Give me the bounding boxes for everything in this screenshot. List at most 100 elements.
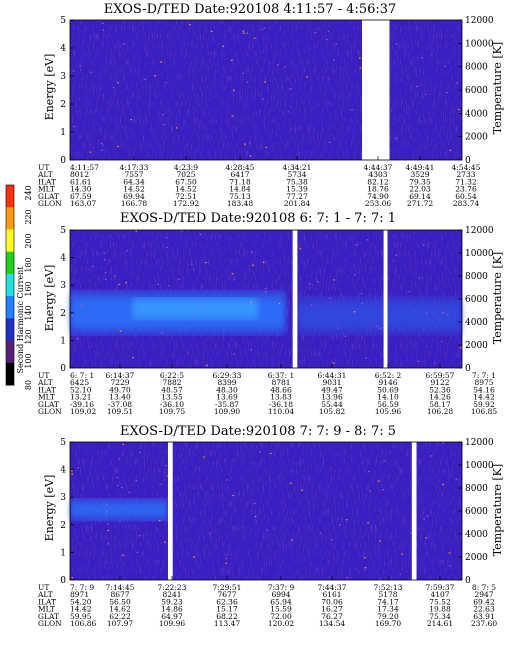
heatmap-speck — [290, 482, 292, 484]
heatmap-speck — [105, 278, 107, 280]
ephemeris-cell: 169.70 — [375, 619, 401, 628]
ephemeris-cell: 7025 — [176, 170, 195, 179]
colorbar-swatch-0 — [6, 185, 14, 208]
heatmap-speck — [401, 553, 403, 555]
y2-tick-label: 6000 — [465, 295, 488, 305]
colorbar-tick-label: 240 — [24, 185, 33, 200]
colorbar-tick-label: 100 — [24, 353, 33, 368]
heatmap-speck — [160, 61, 162, 63]
ephemeris-cell: 4:28:45 — [226, 163, 255, 172]
ephemeris-cell: 16.27 — [321, 605, 343, 614]
heatmap-speck — [135, 230, 138, 232]
heatmap-speck — [199, 233, 202, 235]
y-tick-label: 0 — [60, 364, 66, 374]
heatmap-speck — [314, 32, 317, 34]
ephemeris-cell: 67.50 — [175, 177, 197, 186]
y2-tick-label: 12000 — [465, 16, 494, 26]
data-gap — [292, 230, 298, 368]
heatmap-speck — [399, 573, 402, 575]
heatmap-speck — [421, 57, 423, 59]
heatmap-speck — [193, 556, 195, 558]
data-gap — [362, 20, 390, 160]
heatmap-speck — [446, 92, 448, 94]
ephemeris-row-label: ALT — [37, 170, 53, 179]
colorbar-swatch-5 — [6, 296, 14, 319]
ephemeris-cell: 6:52: 2 — [375, 371, 402, 380]
ephemeris-cell: 14.42 — [70, 605, 92, 614]
heatmap-speck — [70, 297, 72, 299]
y-tick-label: 0 — [60, 576, 66, 586]
heatmap-speck — [226, 479, 228, 481]
heatmap-speck — [262, 261, 265, 263]
ephemeris-cell: 14.84 — [229, 185, 251, 194]
heatmap-speck — [367, 522, 369, 524]
heatmap-speck — [366, 239, 369, 241]
ephemeris-cell: 8241 — [162, 590, 181, 599]
panel-2-title: EXOS-D/TED Date:920108 6: 7: 1 - 7: 7: 1 — [120, 211, 396, 226]
heatmap-speck — [246, 81, 249, 83]
heatmap-speck — [128, 491, 130, 493]
heatmap-speck — [116, 484, 119, 487]
ephemeris-cell: 7: 7: 1 — [472, 371, 496, 380]
y2-tick-label: 6000 — [465, 86, 488, 96]
heatmap-speck — [122, 554, 124, 556]
ephemeris-cell: 163.07 — [70, 199, 96, 208]
y-tick-label: 2 — [60, 100, 66, 110]
heatmap-speck — [107, 523, 109, 525]
heatmap-speck — [449, 149, 452, 151]
ephemeris-cell: 7:52:13 — [374, 583, 403, 592]
ephemeris-cell: 9122 — [430, 378, 449, 387]
heatmap-speck — [418, 277, 420, 279]
ephemeris-cell: 48.66 — [270, 385, 292, 394]
ephemeris-cell: 67.59 — [70, 192, 92, 201]
ephemeris-cell: 62.22 — [109, 612, 131, 621]
y-tick-label: 1 — [60, 548, 66, 558]
heatmap-speck — [395, 254, 398, 256]
ephemeris-cell: 74.90 — [367, 192, 389, 201]
ephemeris-cell: 74.17 — [377, 597, 399, 606]
y-tick-label: 0 — [60, 156, 66, 166]
ephemeris-cell: 2947 — [474, 590, 493, 599]
ephemeris-cell: 69.42 — [473, 597, 495, 606]
panel-3-title: EXOS-D/TED Date:920108 7: 7: 9 - 8: 7: 5 — [120, 424, 396, 439]
ephemeris-row-label: MLT — [38, 605, 55, 614]
ephemeris-row-label: ILAT — [38, 177, 56, 186]
ephemeris-cell: 4:54:45 — [452, 163, 481, 172]
heatmap-speck — [103, 252, 105, 254]
y2-tick-label: 10000 — [465, 39, 494, 49]
ephemeris-cell: -39.16 — [70, 400, 94, 409]
heatmap-speck — [339, 524, 341, 526]
ephemeris-row-label: GLON — [38, 199, 62, 208]
heatmap-band-right — [297, 299, 462, 333]
y-tick-label: 2 — [60, 521, 66, 531]
heatmap-speck — [122, 443, 125, 445]
heatmap-speck — [168, 285, 170, 287]
y-tick-label: 3 — [60, 72, 66, 82]
heatmap-speck — [117, 145, 119, 148]
ephemeris-cell: 4:17:33 — [120, 163, 149, 172]
ephemeris-cell: 8399 — [217, 378, 236, 387]
heatmap-speck — [107, 543, 109, 545]
ephemeris-cell: 48.30 — [216, 385, 238, 394]
ephemeris-cell: 9146 — [378, 378, 397, 387]
heatmap-speck — [231, 273, 234, 275]
ephemeris-cell: 22.63 — [473, 605, 495, 614]
ephemeris-cell: 13.83 — [270, 393, 292, 402]
colorbar-swatch-6 — [6, 318, 14, 342]
panel-3-plot — [69, 441, 464, 581]
heatmap-speck — [165, 464, 167, 467]
ephemeris-cell: 109.51 — [107, 407, 133, 416]
heatmap-speck — [264, 81, 266, 83]
ephemeris-cell: 65.94 — [270, 597, 292, 606]
ephemeris-cell: 14.10 — [377, 393, 399, 402]
ephemeris-cell: 4:34:21 — [283, 163, 312, 172]
ephemeris-row-label: GLON — [38, 407, 62, 416]
heatmap-speck — [270, 452, 272, 455]
heatmap-speck — [259, 451, 261, 453]
heatmap-speck — [76, 338, 79, 340]
ephemeris-cell: 23.76 — [455, 185, 477, 194]
heatmap-speck — [355, 244, 358, 246]
ephemeris-cell: 283.74 — [453, 199, 479, 208]
heatmap-speck — [106, 510, 108, 512]
ephemeris-cell: 8971 — [70, 590, 89, 599]
